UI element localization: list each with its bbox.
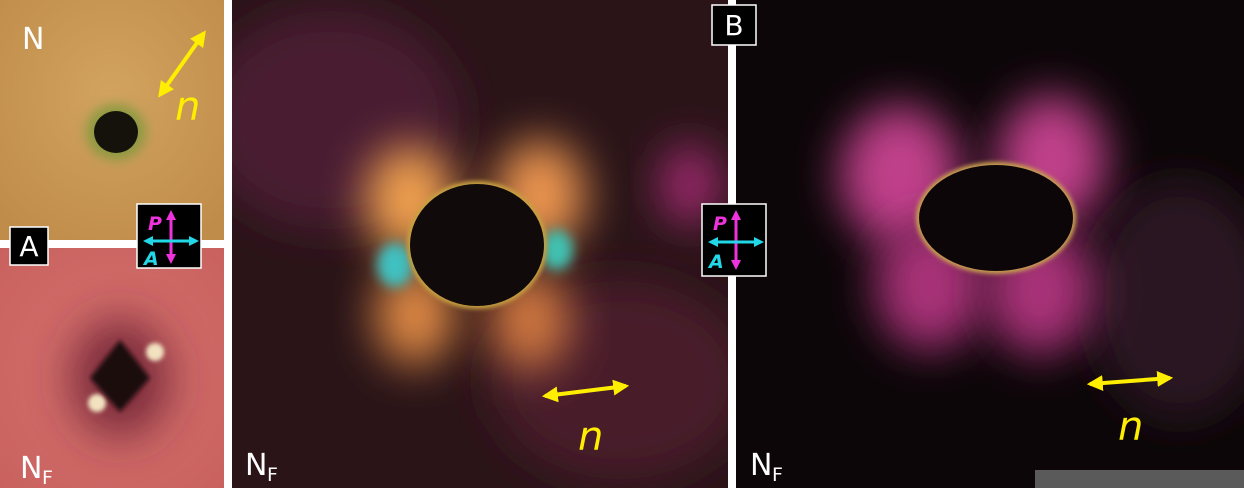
polarizer-icon: P A bbox=[137, 204, 201, 270]
analyzer-label: A bbox=[142, 248, 159, 270]
polarizer-label: P bbox=[148, 213, 162, 235]
phase-label: N bbox=[22, 22, 44, 57]
phase-label: N bbox=[750, 448, 772, 483]
separator bbox=[224, 0, 232, 488]
phase-subscript: F bbox=[772, 464, 783, 486]
polarizer-icon: P A bbox=[702, 204, 766, 276]
panel-letter: B bbox=[724, 9, 743, 42]
director-label: n bbox=[1118, 404, 1143, 450]
phase-subscript: F bbox=[42, 467, 53, 488]
panel-nf-right bbox=[736, 0, 1244, 488]
panel-letter: A bbox=[19, 230, 38, 263]
analyzer-label: A bbox=[707, 251, 724, 273]
figure: N n N F A N F n N F n B P A P A bbox=[0, 0, 1244, 488]
phase-label: N bbox=[20, 451, 42, 486]
phase-subscript: F bbox=[267, 464, 278, 486]
panel-nf-middle bbox=[200, 0, 750, 488]
phase-label: N bbox=[245, 448, 267, 483]
director-label: n bbox=[175, 84, 200, 130]
director-label: n bbox=[578, 414, 603, 460]
polarizer-label: P bbox=[713, 213, 727, 235]
